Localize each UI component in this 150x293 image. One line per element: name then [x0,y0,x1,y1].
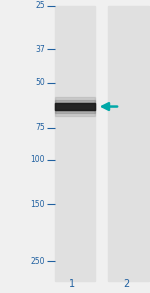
Bar [108,6,149,281]
Bar [55,6,95,281]
Bar [55,100,95,113]
Bar [55,103,95,110]
Text: 100: 100 [30,155,45,164]
Text: 150: 150 [30,200,45,209]
Text: 25: 25 [35,1,45,10]
Text: 37: 37 [35,45,45,54]
Text: 2: 2 [123,279,129,289]
Text: 1: 1 [69,279,75,289]
Text: 75: 75 [35,123,45,132]
Text: 50: 50 [35,78,45,87]
Bar [55,97,95,116]
Bar [55,103,95,110]
Text: 250: 250 [30,257,45,265]
